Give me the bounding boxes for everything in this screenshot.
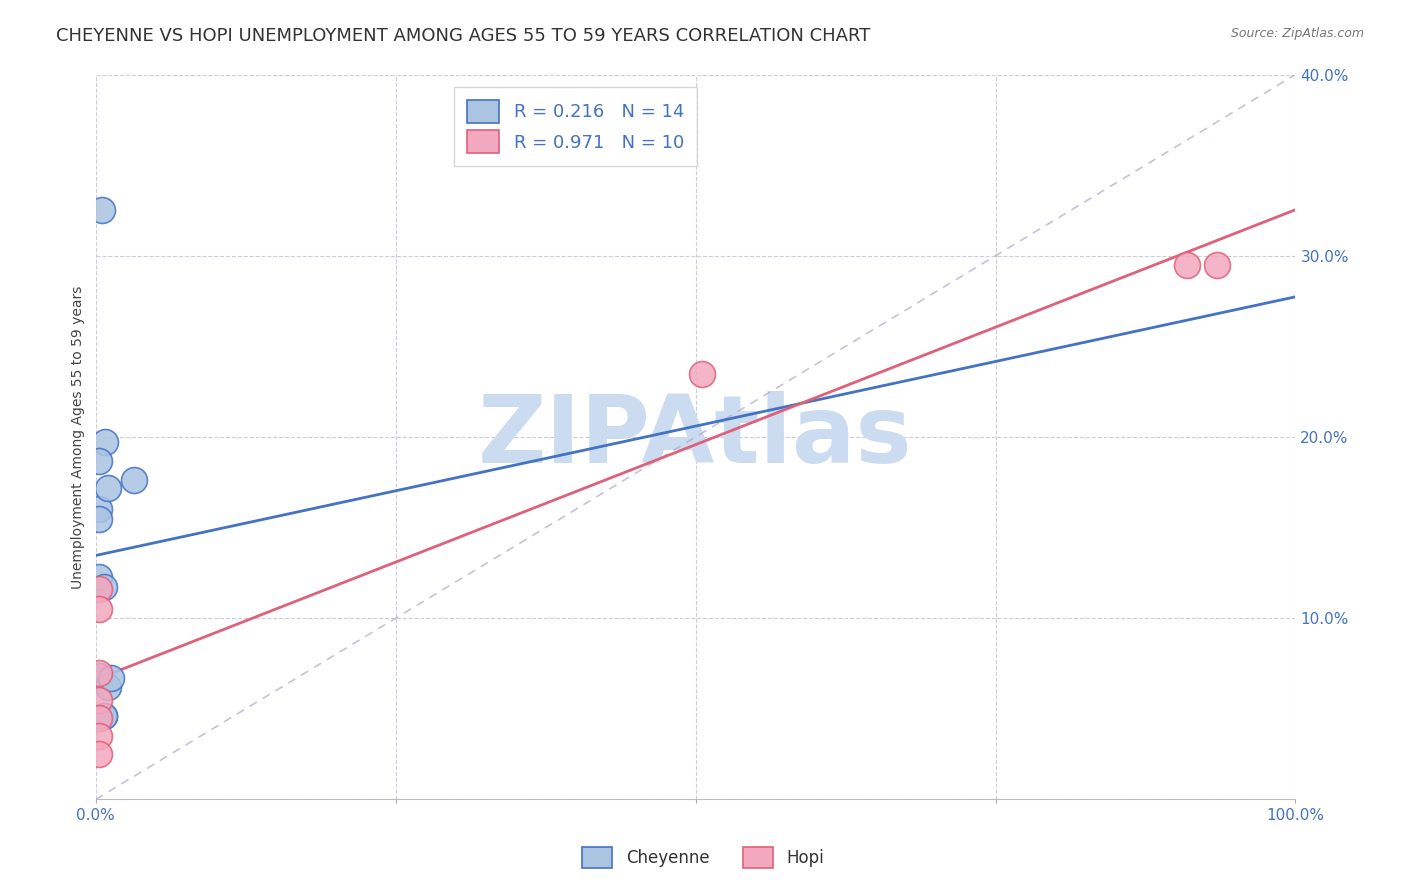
Y-axis label: Unemployment Among Ages 55 to 59 years: Unemployment Among Ages 55 to 59 years <box>72 285 86 589</box>
Point <box>89 711 111 725</box>
Point <box>1206 258 1229 272</box>
Point <box>1177 258 1199 272</box>
Point <box>89 669 111 683</box>
Point <box>89 511 111 525</box>
Point <box>90 203 112 218</box>
Point <box>97 481 120 495</box>
Point <box>89 582 111 597</box>
Point <box>97 680 120 694</box>
Text: CHEYENNE VS HOPI UNEMPLOYMENT AMONG AGES 55 TO 59 YEARS CORRELATION CHART: CHEYENNE VS HOPI UNEMPLOYMENT AMONG AGES… <box>56 27 870 45</box>
Point <box>89 747 111 761</box>
Point <box>89 665 111 680</box>
Point <box>100 671 122 685</box>
Point <box>93 709 115 723</box>
Text: ZIPAtlas: ZIPAtlas <box>478 391 912 483</box>
Point <box>690 367 713 381</box>
Point <box>94 435 117 450</box>
Point <box>89 602 111 616</box>
Point <box>89 502 111 516</box>
Point <box>89 729 111 743</box>
Legend: Cheyenne, Hopi: Cheyenne, Hopi <box>575 840 831 875</box>
Point <box>93 709 115 723</box>
Point <box>122 474 145 488</box>
Point <box>89 693 111 707</box>
Legend: R = 0.216   N = 14, R = 0.971   N = 10: R = 0.216 N = 14, R = 0.971 N = 10 <box>454 87 697 166</box>
Text: Source: ZipAtlas.com: Source: ZipAtlas.com <box>1230 27 1364 40</box>
Point <box>89 569 111 583</box>
Point <box>93 581 115 595</box>
Point <box>89 453 111 467</box>
